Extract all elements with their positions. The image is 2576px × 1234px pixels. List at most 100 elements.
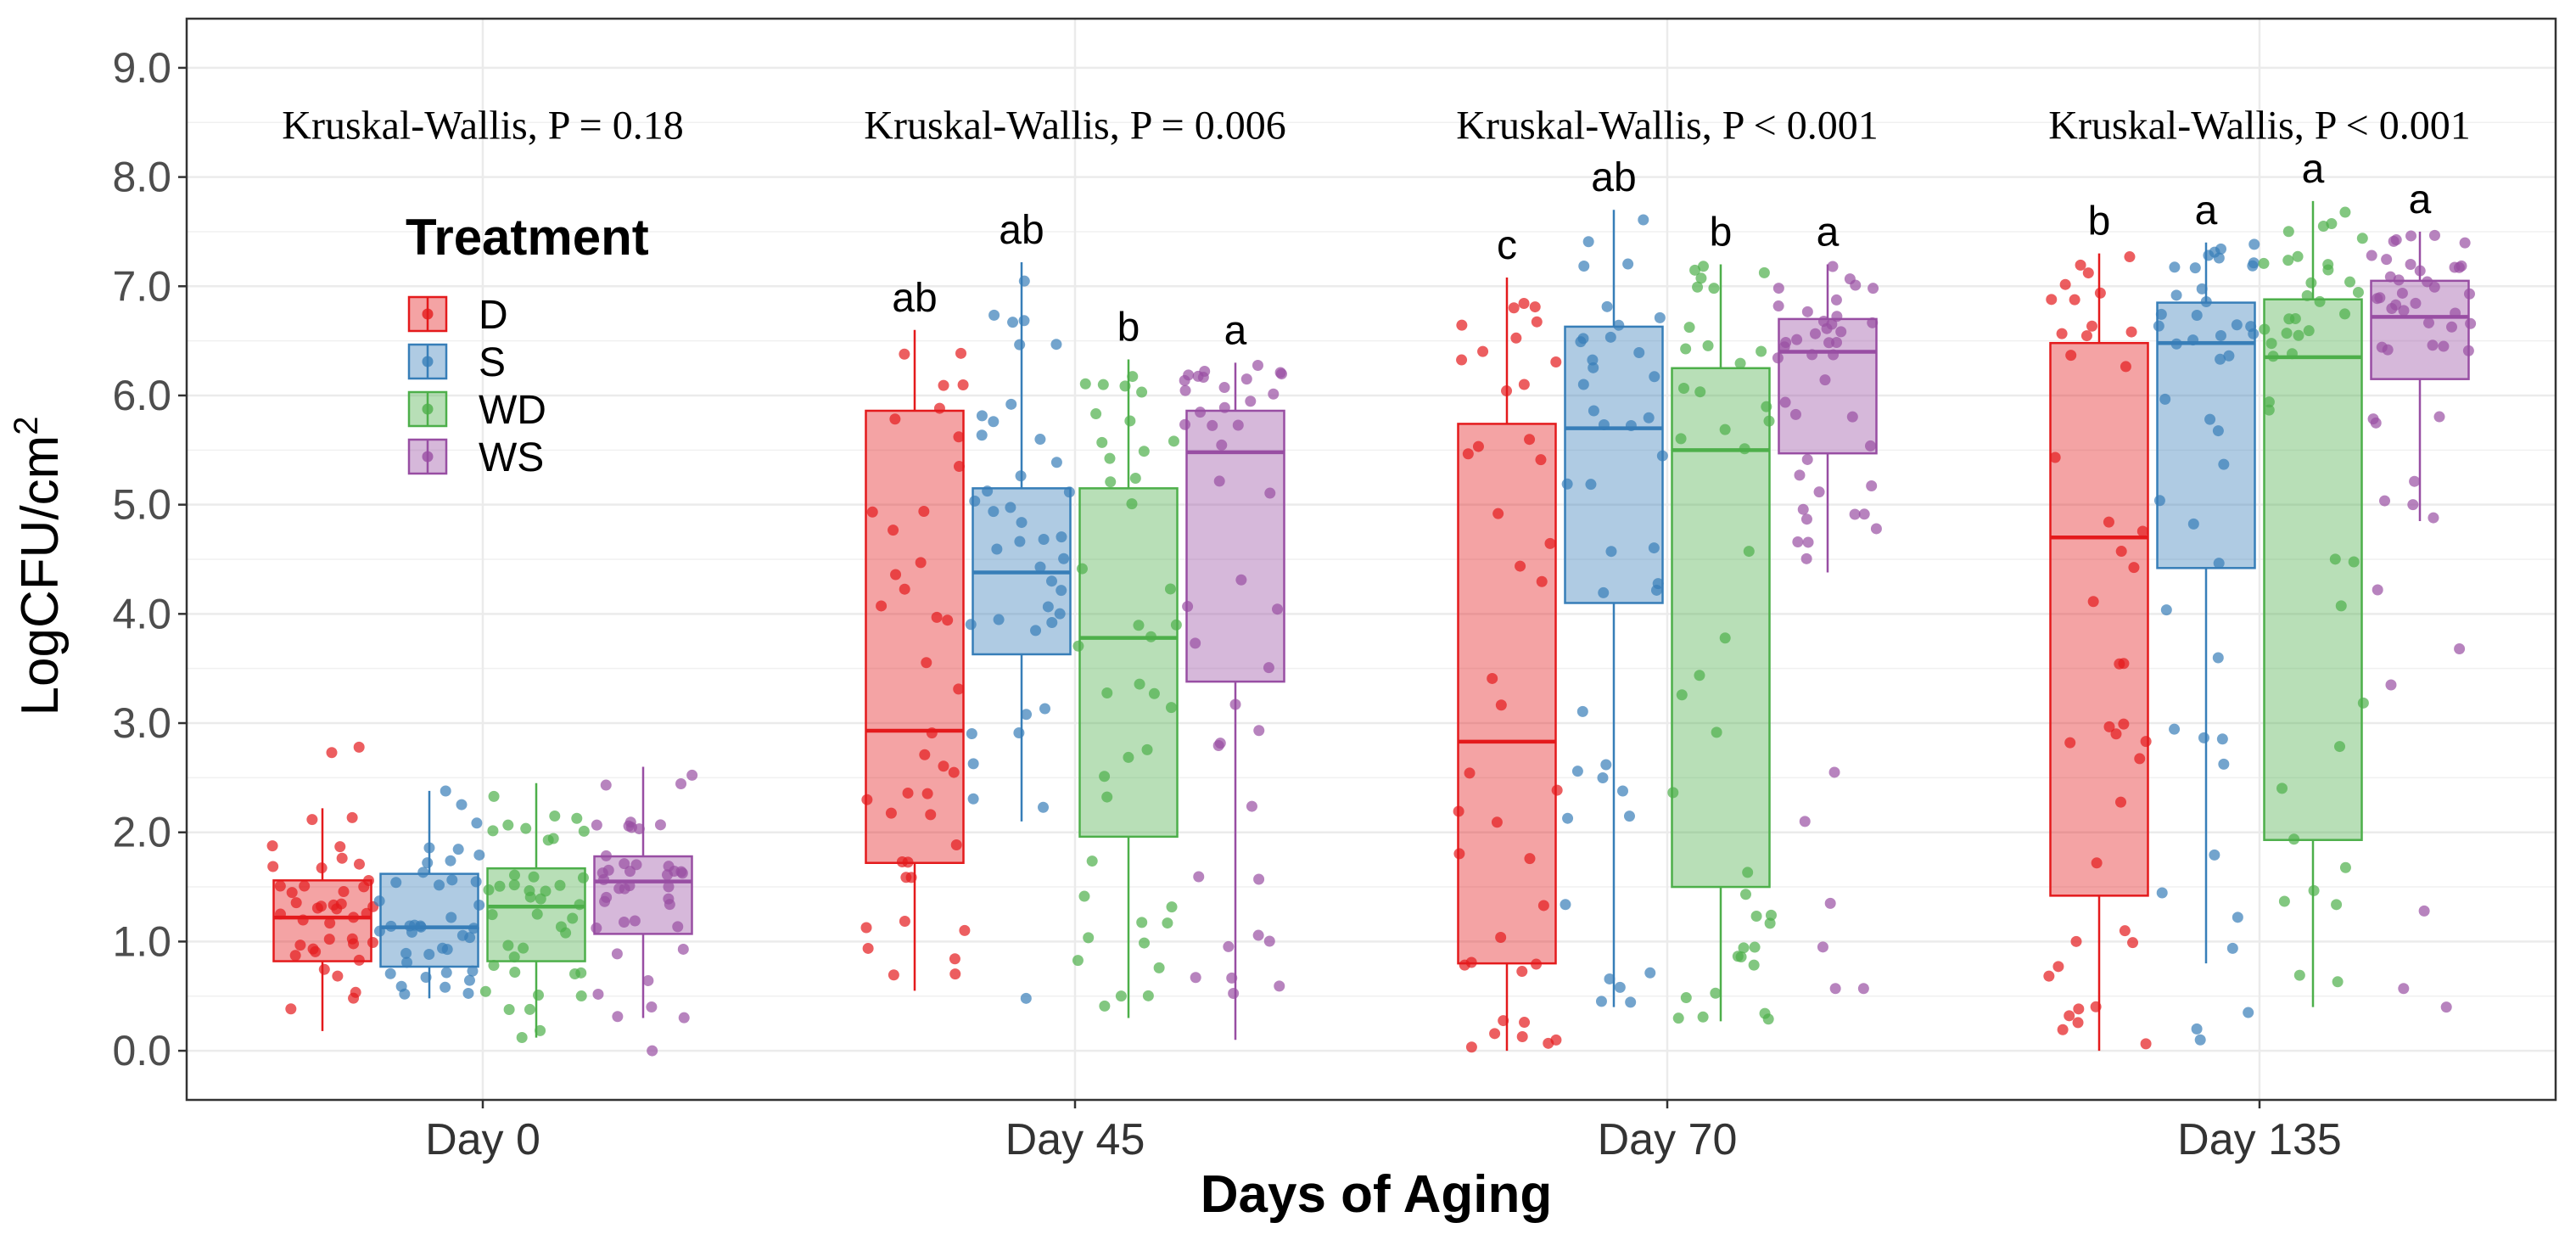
data-point [456,929,468,941]
data-point [577,872,589,883]
data-point [1214,738,1226,749]
data-point [415,920,427,932]
data-point [1844,273,1856,285]
data-point [348,911,360,923]
points-wd-4 [2258,206,2369,988]
data-point [1042,601,1054,613]
data-point [2322,264,2334,276]
data-point [2064,737,2076,749]
data-point [2462,345,2474,356]
data-point [1226,972,1238,984]
legend-title: Treatment [406,209,649,266]
data-point [323,934,335,945]
data-point [1830,294,1842,306]
data-point [1014,339,1026,351]
data-point [1016,517,1028,529]
data-point [2438,340,2450,352]
data-point [2379,495,2391,507]
data-point [591,819,602,831]
data-point [1797,503,1809,515]
data-point [1179,384,1191,396]
data-point [1166,901,1178,913]
data-point [2265,338,2277,350]
data-point [1676,689,1688,701]
data-point [1582,236,1594,248]
data-point [473,899,485,911]
data-point [2390,299,2402,311]
x-tick-label: Day 70 [1598,1115,1738,1164]
data-point [861,794,873,805]
data-point [2370,417,2382,429]
data-point [2374,292,2386,304]
data-point [2405,259,2416,271]
data-point [2352,286,2364,298]
data-point [2381,254,2393,266]
data-point [1456,354,1468,366]
x-tick-label: Day 0 [425,1115,540,1164]
data-point [470,876,482,888]
data-point [1598,418,1610,430]
data-point [675,866,687,878]
points-d-4 [2043,251,2152,1050]
data-point [949,953,960,965]
data-point [2267,351,2279,362]
data-point [2215,353,2226,365]
data-point [1561,478,1573,490]
data-point [1268,388,1280,400]
data-point [2293,329,2304,341]
data-point [1742,867,1754,878]
data-point [982,485,994,497]
data-point [324,917,336,929]
data-point [1683,322,1695,334]
data-point [1139,937,1151,949]
data-point [1235,574,1247,586]
points-ws-2 [1179,360,1287,1000]
data-point [2459,237,2471,249]
data-point [1536,575,1548,587]
data-point [1772,300,1784,312]
box-iqr [2263,298,2363,841]
data-point [571,812,583,824]
data-point [267,861,279,872]
data-point [554,879,566,891]
data-point [316,862,328,874]
data-point [2282,226,2294,238]
points-wd-3 [1667,261,1777,1025]
data-point [1218,401,1230,413]
data-point [1195,407,1207,418]
data-point [2303,325,2315,337]
data-point [1857,983,1869,995]
data-point [520,822,532,834]
data-point [1034,434,1046,446]
data-point [289,950,301,962]
data-point [385,920,397,932]
data-point [1649,371,1660,383]
data-point [988,309,1000,321]
data-point [2191,310,2203,322]
data-point [1083,932,1095,944]
data-point [1543,1037,1554,1049]
data-point [1866,480,1878,492]
data-point [471,817,483,829]
data-point [1809,328,1821,339]
data-point [1274,980,1285,992]
data-point [1849,508,1861,520]
data-point [1846,411,1858,423]
data-point [2282,255,2294,266]
data-point [591,923,602,934]
data-point [938,760,949,772]
data-point [1806,349,1818,361]
data-point [1524,434,1536,446]
data-point [921,657,932,669]
data-point [2170,289,2182,301]
data-point [2263,396,2275,408]
data-point [1518,297,1530,309]
data-point [373,925,385,937]
data-point [2293,969,2305,981]
data-point [434,879,445,891]
data-point [1453,805,1464,817]
data-point [1515,560,1526,572]
data-point [948,766,960,778]
data-point [1801,453,1813,465]
data-point [2278,895,2290,907]
